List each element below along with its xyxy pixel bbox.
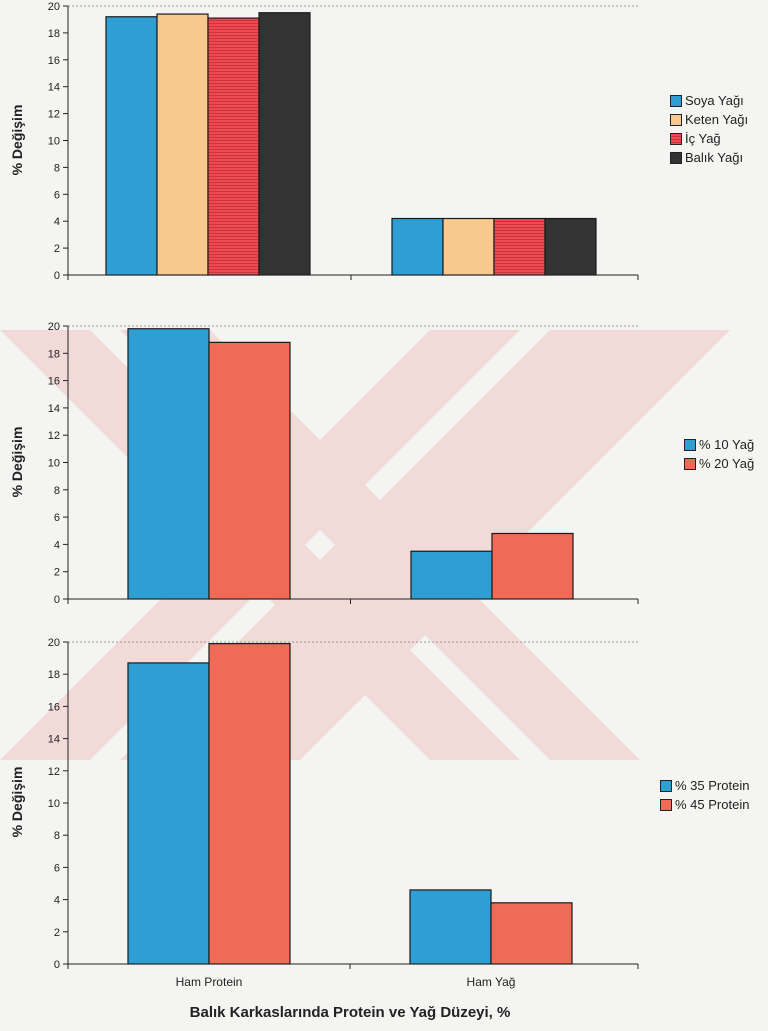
y-tick-label: 0: [54, 270, 60, 282]
y-tick-label: 4: [54, 539, 60, 551]
legend-item: Keten Yağı: [670, 110, 748, 129]
y-tick-label: 16: [48, 376, 60, 388]
legend: % 10 Yağ % 20 Yağ: [684, 435, 754, 473]
y-tick-label: 20: [48, 321, 60, 333]
y-tick-label: 14: [48, 734, 60, 746]
bar: [105, 16, 158, 276]
legend: % 35 Protein % 45 Protein: [660, 776, 749, 814]
legend-label: % 20 Yağ: [699, 456, 755, 471]
y-axis-label: % Değişim: [9, 104, 25, 175]
x-tick-label: Ham Protein: [176, 975, 243, 989]
legend-label: Balık Yağı: [685, 150, 744, 165]
y-tick-label: 6: [54, 512, 60, 524]
x-axis-title: Balık Karkaslarında Protein ve Yağ Düzey…: [189, 1004, 511, 1021]
legend-swatch: [660, 779, 672, 792]
legend-label: Keten Yağı: [685, 112, 749, 127]
y-tick-label: 4: [54, 216, 60, 228]
y-tick-label: 2: [54, 927, 60, 939]
legend-swatch: [660, 798, 672, 811]
bar: [410, 550, 493, 600]
y-tick-label: 10: [48, 798, 60, 810]
legend-item: Balık Yağı: [670, 148, 748, 167]
bar: [208, 341, 291, 600]
y-tick-label: 20: [48, 637, 60, 649]
y-tick-label: 10: [48, 458, 60, 470]
legend-item: % 35 Protein: [660, 776, 749, 795]
legend-swatch: [670, 132, 682, 145]
y-tick-label: 2: [54, 243, 60, 255]
legend-item: % 20 Yağ: [684, 454, 754, 473]
y-tick-label: 12: [48, 766, 60, 778]
legend-swatch: [670, 94, 682, 107]
y-tick-label: 16: [48, 55, 60, 67]
y-tick-label: 14: [48, 403, 60, 415]
legend-label: Soya Yağı: [685, 93, 744, 108]
y-axis-label: % Değişim: [9, 426, 25, 497]
y-tick-label: 8: [54, 162, 60, 174]
bar: [258, 12, 311, 276]
bar: [127, 328, 210, 600]
bar: [207, 17, 260, 276]
y-tick-label: 0: [54, 959, 60, 971]
bar: [491, 532, 574, 600]
y-tick-label: 12: [48, 430, 60, 442]
bar: [409, 889, 492, 965]
y-tick-label: 14: [48, 82, 60, 94]
y-tick-label: 18: [48, 28, 60, 40]
y-tick-label: 20: [48, 1, 60, 13]
y-tick-label: 18: [48, 669, 60, 681]
chart-svg: 0 2 4 6 8 10 12 14 16 18 20: [48, 321, 639, 606]
y-tick-label: 16: [48, 701, 60, 713]
legend-swatch: [684, 457, 696, 470]
legend: Soya Yağı Keten Yağı İç Yağ Balık Yağı: [670, 91, 748, 167]
legend-item: İç Yağ: [670, 129, 748, 148]
y-tick-label: 4: [54, 895, 60, 907]
legend-item: Soya Yağı: [670, 91, 748, 110]
x-tick-label: Ham Yağ: [467, 975, 516, 989]
y-axis-label: % Değişim: [9, 766, 25, 838]
legend-swatch: [684, 438, 696, 451]
legend-swatch: [670, 151, 682, 164]
bar: [442, 217, 495, 276]
y-tick-label: 10: [48, 136, 60, 148]
legend-label: % 35 Protein: [675, 778, 750, 793]
legend-item: % 45 Protein: [660, 795, 749, 814]
legend-label: İç Yağ: [685, 131, 721, 146]
bar: [208, 643, 291, 965]
bar: [156, 13, 209, 276]
y-tick-label: 6: [54, 189, 60, 201]
bar: [391, 217, 444, 276]
bar: [490, 902, 573, 965]
chart-panel-fat-levels: 0 2 4 6 8 10 12 14 16 18 20 % Değişim % 10 Yağ % 20…: [0, 300, 768, 620]
chart-panel-oil-types: 0 2 4 6 8 10 12 14 16 18 20 % Değişim Soya Yağı Ket…: [0, 0, 768, 300]
y-tick-label: 18: [48, 348, 60, 360]
y-tick-label: 12: [48, 109, 60, 121]
chart-svg: 0 2 4 6 8 10 12 14 16 18 20: [48, 1, 639, 282]
legend-swatch: [670, 113, 682, 126]
legend-label: % 10 Yağ: [699, 437, 755, 452]
y-tick-label: 6: [54, 862, 60, 874]
legend-label: % 45 Protein: [675, 797, 750, 812]
y-tick-label: 0: [54, 594, 60, 606]
bar: [493, 217, 546, 276]
y-tick-label: 2: [54, 567, 60, 579]
y-tick-label: 8: [54, 830, 60, 842]
chart-panel-protein-levels: 0 2 4 6 8 10 12 14 16 18 20 Ham Protein Ham Yağ % De…: [0, 620, 768, 990]
bar: [127, 662, 210, 965]
y-tick-label: 8: [54, 485, 60, 497]
chart-svg: 0 2 4 6 8 10 12 14 16 18 20 Ham Protein Ham Yağ: [48, 637, 639, 989]
bar: [544, 217, 597, 276]
legend-item: % 10 Yağ: [684, 435, 754, 454]
